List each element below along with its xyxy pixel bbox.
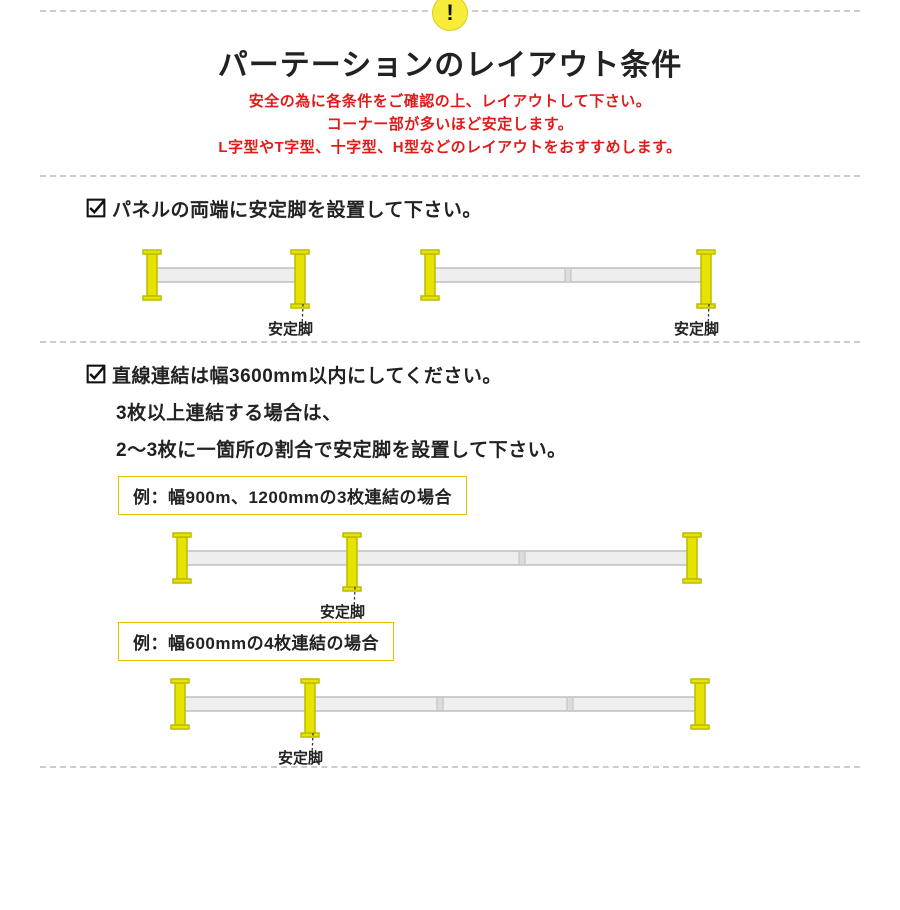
section2-check-line2: 3枚以上連結する場合は、 xyxy=(116,398,814,425)
section1-diagram-area: 安定脚 安定脚 xyxy=(0,232,900,337)
divider-3 xyxy=(40,766,860,768)
subtitle-red-2: コーナー部が多いほど安定します。 xyxy=(0,113,900,134)
example1-label-box: 例：幅900m、1200mmの3枚連結の場合 xyxy=(118,476,467,515)
example1-diagram: 安定脚 xyxy=(0,515,900,620)
section1-check-text: パネルの両端に安定脚を設置して下さい。 xyxy=(112,195,482,222)
checkbox-icon xyxy=(86,198,106,218)
alert-icon: ! xyxy=(432,0,468,31)
section1-diagram: 安定脚 安定脚 xyxy=(0,232,900,337)
subtitle-red-1: 安全の為に各条件をご確認の上、レイアウトして下さい。 xyxy=(0,90,900,111)
section2-check-text-1: 直線連結は幅3600mm以内にしてください。 xyxy=(112,361,502,388)
page-root: ! パーテーションのレイアウト条件 安全の為に各条件をご確認の上、レイアウトして… xyxy=(0,10,900,768)
divider-1 xyxy=(40,175,860,177)
svg-text:安定脚: 安定脚 xyxy=(278,749,323,766)
header-dash-top: ! xyxy=(40,10,860,12)
example2-diagram-area: 安定脚 xyxy=(0,661,900,766)
svg-text:安定脚: 安定脚 xyxy=(320,603,365,620)
example1-diagram-area: 安定脚 xyxy=(0,515,900,620)
section1-check: パネルの両端に安定脚を設置して下さい。 xyxy=(86,195,814,222)
section2-check-line1: 直線連結は幅3600mm以内にしてください。 xyxy=(86,361,814,388)
section2-check-text-3: 2〜3枚に一箇所の割合で安定脚を設置して下さい。 xyxy=(116,435,567,462)
example2-label-box: 例：幅600mmの4枚連結の場合 xyxy=(118,622,394,661)
section2-check-line3: 2〜3枚に一箇所の割合で安定脚を設置して下さい。 xyxy=(116,435,814,462)
checkbox-icon xyxy=(86,364,106,384)
subtitle-red-3: L字型やT字型、十字型、H型などのレイアウトをおすすめします。 xyxy=(0,136,900,157)
section2-check-text-2: 3枚以上連結する場合は、 xyxy=(116,398,342,425)
svg-text:安定脚: 安定脚 xyxy=(674,320,719,337)
example2-diagram: 安定脚 xyxy=(0,661,900,766)
page-title: パーテーションのレイアウト条件 xyxy=(0,40,900,84)
divider-2 xyxy=(40,341,860,343)
svg-text:安定脚: 安定脚 xyxy=(268,320,313,337)
